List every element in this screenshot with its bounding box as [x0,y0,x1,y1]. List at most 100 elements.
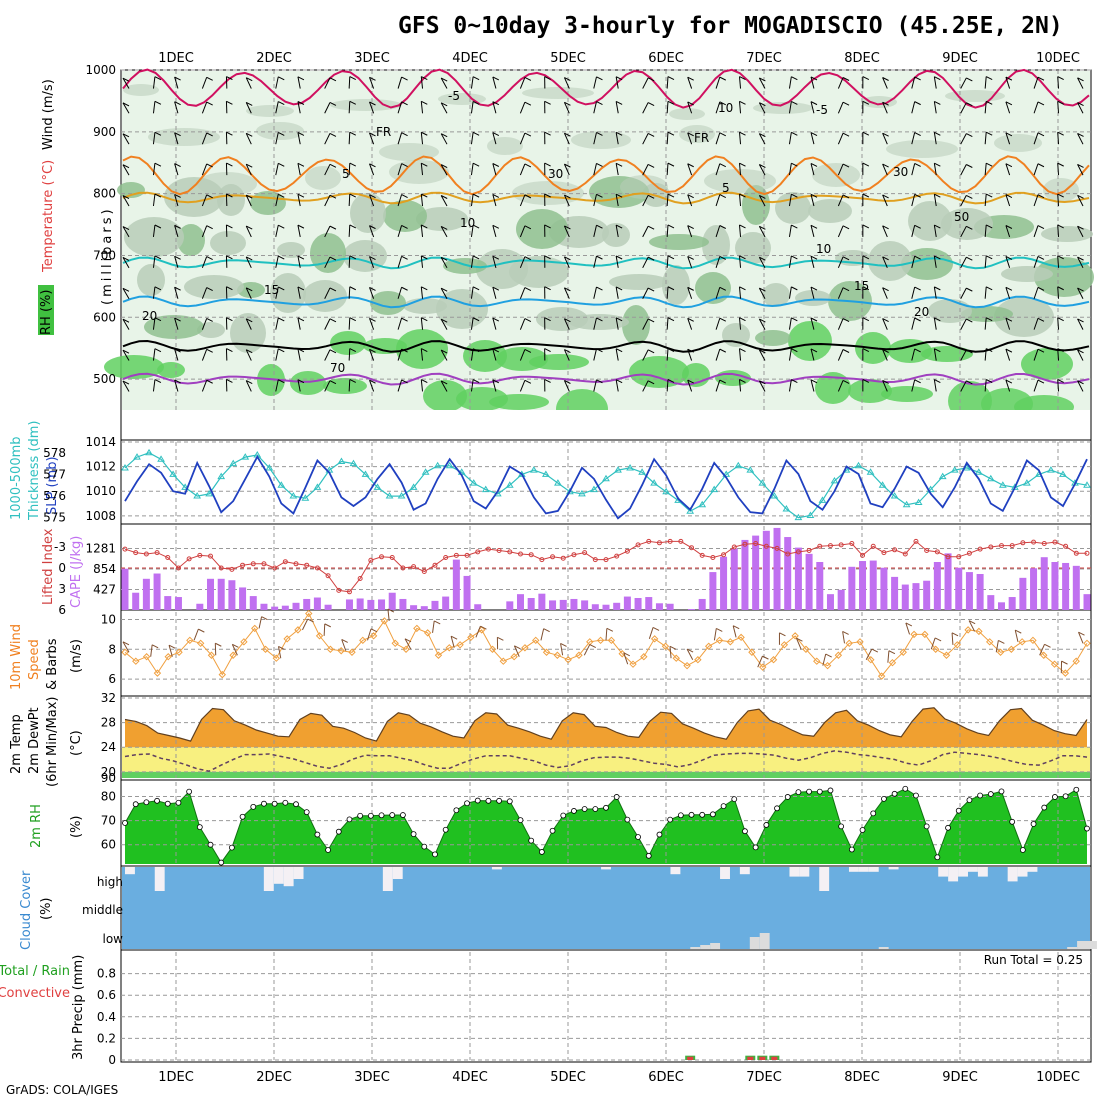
wind-barb-flag [667,286,675,291]
rh-point [688,811,695,818]
wind-barb [440,380,448,392]
cape-bar [249,596,257,610]
rh-area [125,788,1087,864]
wind-barb-flag [596,255,603,260]
wind-barb [275,225,279,238]
cape-bar [923,580,931,610]
wind-barb-flag [985,286,993,291]
rh-point [624,816,631,823]
wind-barb [563,380,570,392]
cloud-low-gap [710,943,721,949]
temp-contour-0 [122,339,1090,353]
thickness-point [902,500,911,508]
wind-barb-flag [862,100,870,105]
wind-barb-flag [564,287,571,292]
cloud-high-gap [958,867,968,877]
rh-blob [104,355,164,379]
thickness-point [145,448,153,456]
wind-speed-point [715,636,724,645]
wind-barb [152,194,156,207]
thickness-point [626,463,634,471]
li-point [208,553,214,559]
wind-barb [593,225,597,238]
wind-barb [837,194,844,207]
wind-barb [788,224,792,237]
wind-barb [1077,195,1084,207]
rh-point [827,787,834,794]
contour-label-fr-b: FR [694,131,709,145]
rh-blob [323,378,367,394]
wind-barb [911,194,916,207]
contour-label-5-a: 5 [342,167,350,181]
wind-barb [1057,348,1060,361]
wind-speed-point [229,651,237,659]
li-point [753,541,759,546]
wind-barb [122,349,130,361]
wind-barb-flag [985,76,993,81]
rh-point [474,797,481,804]
wind-barb [788,76,792,89]
wind-barb-flag [1037,286,1045,291]
li-point [582,550,588,556]
wind-barb [715,194,721,207]
wind-barb [245,256,252,269]
rh-point [228,844,235,851]
wind-barb [960,133,967,145]
wind10-barb-flag [762,655,769,660]
wind-barb [563,163,570,176]
wind-barb-flag [615,101,623,105]
wind-barb [758,164,766,176]
thickness-point [1059,470,1067,477]
wind-barb-flag [615,317,623,322]
wind10-barb-flag [387,608,395,613]
wind-barb [1033,132,1039,145]
wind-barb [397,379,403,392]
rh-point [891,790,898,797]
wind-barb-flag [206,163,213,168]
wind-barb [470,163,474,176]
rh-point [913,792,919,799]
wind-barb [1077,225,1084,238]
cape-bar [752,535,760,610]
wind-barb [758,195,766,207]
cloud-low-gap [1077,941,1087,949]
top-date-10dec: 10DEC [1036,51,1080,66]
label-slp: SLP (mb) [45,456,60,515]
wind-barb [715,132,721,145]
rh-point [549,827,556,834]
wind-barb-flag [122,318,130,323]
rh-blob [795,290,831,306]
wind-barb [642,102,649,114]
wind-barb-flag [810,224,818,229]
wind-barb-flag [719,76,727,81]
wind10-barb-flag [122,641,130,646]
wind-barb-flag [1077,287,1084,292]
wind-barb-flag [401,286,408,291]
wind-barb [297,76,301,89]
bottom-date-10dec: 10DEC [1036,1070,1080,1085]
rh-point [293,801,299,808]
wind-barb-flag [759,194,766,199]
rh-point [496,797,503,804]
wind-barb-flag [122,287,130,292]
wind-barb [563,225,570,238]
cloud-high-gap [382,867,393,891]
cape-bar [634,598,642,610]
rh-point [282,799,289,806]
wind-barb [615,286,619,299]
rh-point [303,809,310,816]
wind-barb-flag [369,101,376,106]
rh-point [966,797,973,803]
wind-barb [369,77,375,89]
wind-speed-point [769,656,778,664]
wind-barb-flag [615,131,623,136]
wind-barb [1033,379,1039,392]
wind-barb-flag [472,286,480,291]
wind-barb-flag [206,101,213,106]
wind-barb [1077,318,1084,330]
wind-barb-flag [564,380,571,384]
wind10-barb-flag [560,642,567,647]
rh-point [656,831,663,838]
wind-barb [810,132,815,145]
wind-speed-point [315,632,324,640]
